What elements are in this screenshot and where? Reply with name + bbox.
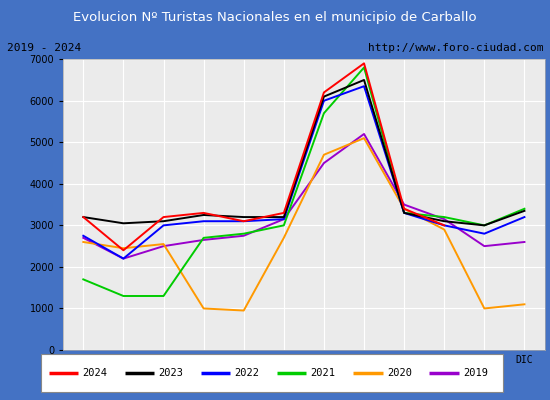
Text: 2023: 2023 — [158, 368, 184, 378]
Text: 2022: 2022 — [235, 368, 260, 378]
Text: 2021: 2021 — [311, 368, 335, 378]
Text: 2020: 2020 — [387, 368, 412, 378]
Text: 2019: 2019 — [463, 368, 488, 378]
Text: 2019 - 2024: 2019 - 2024 — [7, 43, 81, 53]
Text: 2024: 2024 — [82, 368, 107, 378]
Bar — [41, 354, 503, 392]
Text: http://www.foro-ciudad.com: http://www.foro-ciudad.com — [368, 43, 543, 53]
Text: Evolucion Nº Turistas Nacionales en el municipio de Carballo: Evolucion Nº Turistas Nacionales en el m… — [73, 12, 477, 24]
